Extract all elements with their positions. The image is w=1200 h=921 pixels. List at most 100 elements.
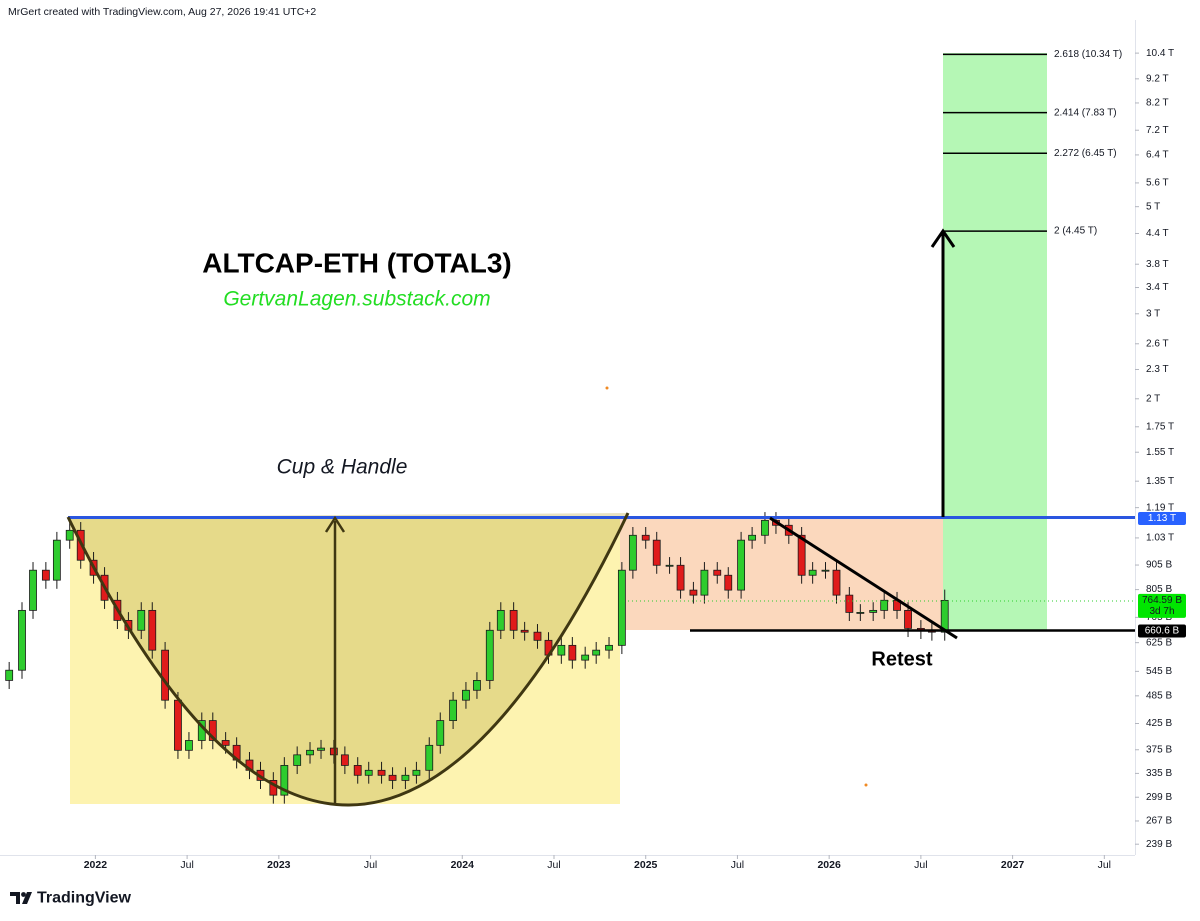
candle-body (208, 720, 217, 741)
candle-body (617, 569, 626, 646)
candle-body (652, 539, 661, 566)
fib-label: 2.414 (7.83 T) (1054, 107, 1117, 118)
fib-label: 2 (4.45 T) (1054, 226, 1097, 237)
candle-body (52, 539, 61, 581)
y-tick-label: 375 B (1146, 744, 1172, 755)
candle-body (880, 599, 889, 611)
candle-body (797, 534, 806, 576)
y-tick-label: 1.19 T (1146, 502, 1174, 513)
candle-body (592, 649, 601, 656)
x-tick-label: Jul (180, 859, 193, 871)
candle-body (748, 534, 757, 541)
candle-body (713, 569, 722, 576)
y-tick-label: 8.2 T (1146, 98, 1169, 109)
candle-body (845, 594, 854, 613)
candle-body (137, 609, 146, 631)
logo-mark (21, 892, 26, 897)
y-tick-label: 1.75 T (1146, 421, 1174, 432)
candle-body (317, 747, 325, 751)
y-tick-label: 485 B (1146, 690, 1172, 701)
candle-body (761, 519, 769, 536)
candle-body (605, 644, 613, 651)
fib-label: 2.272 (6.45 T) (1054, 148, 1117, 159)
trend-line (769, 516, 958, 640)
x-tick-label: Jul (731, 859, 744, 871)
annotation: Cup & Handle (277, 456, 408, 479)
marker-dot (864, 783, 868, 787)
y-tick-label: 3.8 T (1146, 259, 1169, 270)
candle-body (628, 534, 637, 571)
candle-body (221, 740, 230, 746)
candle-body (832, 569, 841, 596)
fib-levels: 2.618 (10.34 T) 2.414 (7.83 T) 2.272 (6.45… (943, 49, 1122, 237)
y-tick-label: 5 T (1146, 201, 1160, 212)
candle-body (473, 680, 481, 691)
price-tag-label: 1.13 T (1148, 513, 1176, 524)
footer-logo: TradingView (10, 890, 132, 907)
candle-body (724, 574, 733, 591)
x-tick-label: 2025 (634, 859, 658, 871)
logo-mark (10, 892, 20, 904)
annotation: Retest (871, 648, 932, 670)
y-tick-label: 9.2 T (1146, 73, 1169, 84)
candle-body (449, 699, 458, 721)
y-tick-label: 10.4 T (1146, 48, 1174, 59)
x-tick-label: 2023 (267, 859, 291, 871)
cup-curve (66, 512, 630, 807)
zones (68, 53, 1047, 806)
candle-body (665, 564, 674, 567)
price-tag-label: 764.59 B (1142, 595, 1182, 606)
price-tag (1138, 511, 1186, 525)
y-tick-label: 3 T (1146, 308, 1160, 319)
y-tick-label: 2.6 T (1146, 338, 1169, 349)
chart-title: ALTCAP-ETH (TOTAL3) (202, 247, 512, 278)
candle-body (856, 612, 865, 614)
candle-body (821, 569, 830, 572)
y-tick-label: 1.03 T (1146, 533, 1174, 544)
y-tick-label: 5.6 T (1146, 178, 1169, 189)
candle-body (689, 589, 698, 596)
y-tick-label: 625 B (1146, 637, 1172, 648)
y-tick-label: 2.3 T (1146, 364, 1169, 375)
candle-body (737, 539, 746, 591)
y-tick-label: 335 B (1146, 768, 1172, 779)
candle-body (496, 609, 505, 631)
y-tick-label: 239 B (1146, 839, 1172, 850)
candle-body (568, 644, 577, 661)
x-tick-label: 2024 (451, 859, 475, 871)
x-tick-label: 2026 (817, 859, 841, 871)
candle-body (904, 609, 912, 629)
y-tick-label: 545 B (1146, 666, 1172, 677)
candle-body (940, 599, 949, 633)
price-tag (1138, 593, 1186, 618)
candle-body (364, 769, 373, 776)
x-tick-label: 2022 (84, 859, 108, 871)
y-tick-label: 7.2 T (1146, 125, 1169, 136)
candle-body (18, 609, 26, 671)
y-tick-label: 1.55 T (1146, 447, 1174, 458)
y-tick-label: 805 B (1146, 584, 1172, 595)
candle-body (377, 769, 386, 776)
candle-body (557, 644, 566, 656)
candle-body (485, 629, 494, 681)
candle-body (533, 631, 542, 641)
candle-body (161, 649, 169, 701)
price-tag-label: 660.6 B (1145, 626, 1180, 637)
y-tick-label: 4.4 T (1146, 228, 1169, 239)
y-tick-label: 299 B (1146, 792, 1172, 803)
candle-body (353, 765, 362, 776)
candle-body (293, 754, 302, 766)
candle-body (41, 569, 50, 581)
x-tick-label: 2027 (1001, 859, 1025, 871)
drawings (66, 228, 1135, 807)
cup-arrowhead (324, 515, 346, 533)
candle-body (401, 774, 410, 781)
header-text: MrGert created with TradingView.com, Aug… (8, 6, 316, 18)
logo-mark (22, 892, 32, 904)
price-tags: 1.13 T 764.59 B3d 7h 660.6 B (1138, 511, 1186, 638)
candle-body (29, 569, 37, 611)
x-tick-label: Jul (1098, 859, 1111, 871)
candle-body (280, 765, 289, 796)
candle-body (388, 774, 397, 781)
